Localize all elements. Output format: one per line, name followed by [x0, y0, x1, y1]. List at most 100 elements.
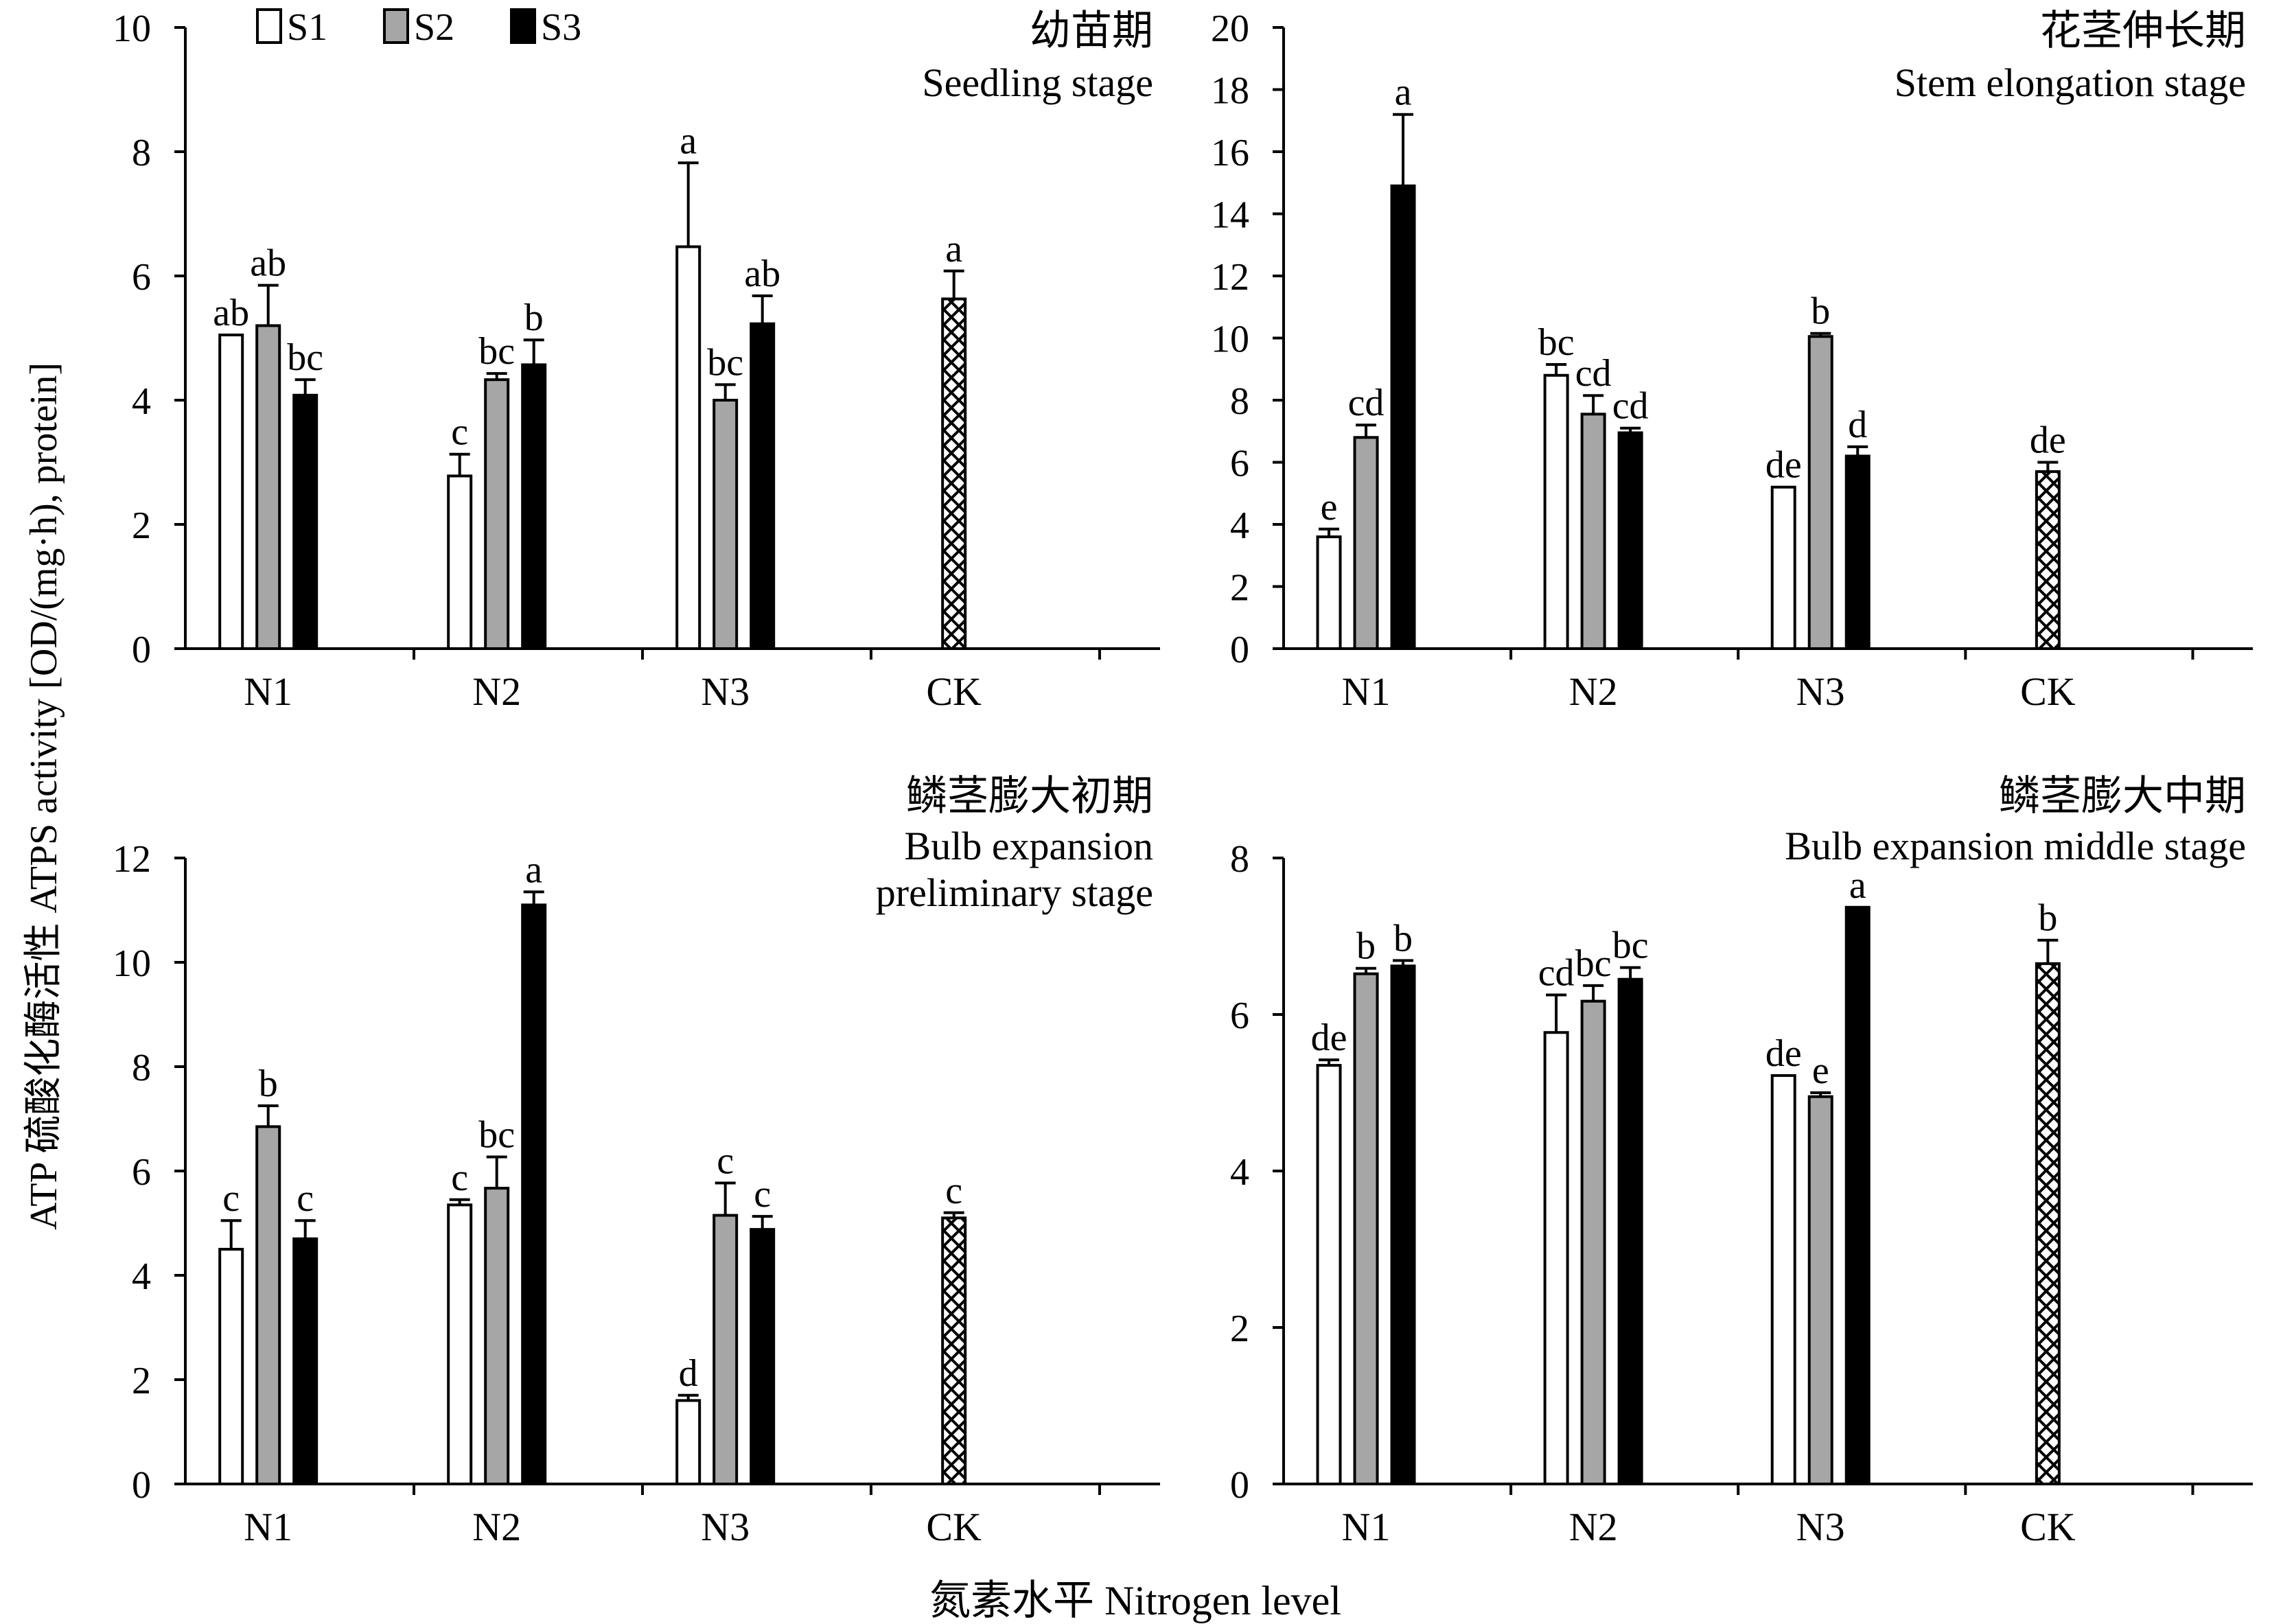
significance-label: de: [2030, 419, 2066, 462]
bar-s1-n3: [675, 1399, 702, 1486]
bar-s2-n1: [1353, 436, 1379, 650]
y-tick-label: 2: [132, 1360, 151, 1402]
bar-s1-n1: [218, 1248, 244, 1485]
y-tick-label: 16: [1211, 132, 1249, 174]
significance-label: a: [680, 119, 697, 162]
significance-label: c: [945, 1170, 962, 1212]
significance-label: bc: [1538, 321, 1575, 364]
x-tick-label: N1: [244, 1505, 292, 1549]
y-tick-label: 2: [1230, 1308, 1249, 1350]
significance-label: b: [1393, 917, 1413, 960]
bar-s2-n2: [1580, 999, 1606, 1485]
legend-swatch-s3: [510, 8, 536, 44]
y-tick-label: 20: [1211, 8, 1249, 50]
x-tick-label: N3: [1796, 1505, 1845, 1549]
panel-2: 0 2 4 6 8 10 12 14 16 18 20 N1 N2 N3 CK 花茎伸长期 Stem elong…: [1211, 8, 2253, 714]
bar-ck-ck: [941, 1216, 967, 1486]
significance-label: c: [717, 1139, 734, 1182]
x-tick-label: N1: [1342, 669, 1391, 714]
legend-item-s2: S2: [383, 6, 454, 49]
panel-title-en: preliminary stage: [876, 870, 1153, 915]
y-tick-label: 8: [1230, 838, 1249, 881]
legend-swatch-s2: [383, 8, 409, 44]
significance-label: bc: [287, 336, 323, 379]
panel-title-en: Stem elongation stage: [1895, 60, 2246, 105]
y-tick-label: 0: [1230, 1464, 1249, 1507]
significance-label: de: [1311, 1017, 1347, 1059]
significance-label: b: [524, 297, 544, 339]
bar-s1-n1: [218, 333, 244, 650]
y-tick-label: 0: [1230, 629, 1249, 671]
legend-label-s3: S3: [541, 6, 581, 49]
bar-s1-n3: [1770, 1074, 1796, 1486]
panel-title-en: Bulb expansion: [905, 824, 1153, 868]
x-tick-label: N3: [701, 1505, 750, 1549]
significance-label: a: [1849, 864, 1866, 907]
bar-s2-n1: [255, 1125, 281, 1485]
y-tick-label: 2: [1230, 567, 1249, 610]
significance-label: a: [945, 228, 962, 270]
bar-s1-n2: [447, 474, 473, 650]
y-tick-label: 4: [1230, 504, 1249, 547]
significance-label: cd: [1538, 952, 1575, 995]
bar-s3-n2: [521, 363, 547, 650]
significance-label: c: [222, 1177, 240, 1220]
bar-s2-n2: [484, 378, 510, 650]
significance-label: bc: [707, 341, 743, 384]
panel-title-en: Bulb expansion middle stage: [1785, 824, 2246, 868]
bar-s2-n3: [1807, 335, 1833, 650]
significance-label: a: [525, 848, 542, 891]
bar-s1-n1: [1316, 535, 1342, 650]
x-tick-label: CK: [2020, 669, 2076, 714]
x-tick-label: N2: [1569, 669, 1618, 714]
significance-label: de: [1765, 444, 1802, 487]
y-tick-label: 6: [1230, 995, 1249, 1037]
bar-s2-n2: [484, 1187, 510, 1485]
x-tick-label: N2: [1569, 1505, 1618, 1549]
significance-label: ab: [744, 253, 780, 295]
legend-item-s3: S3: [510, 6, 581, 49]
significance-label: bc: [478, 1113, 515, 1156]
significance-label: bc: [1612, 925, 1649, 967]
bar-s3-n3: [1844, 905, 1871, 1485]
y-tick-label: 0: [132, 1464, 151, 1507]
y-tick-label: 12: [113, 838, 151, 881]
significance-label: bc: [478, 330, 515, 373]
y-tick-label: 10: [1211, 318, 1249, 361]
bar-s1-n1: [1316, 1064, 1342, 1485]
y-tick-label: 2: [132, 504, 151, 547]
significance-label: c: [297, 1177, 314, 1220]
y-tick-label: 8: [132, 1047, 151, 1089]
x-tick-label: CK: [2020, 1505, 2076, 1549]
bar-s1-n2: [447, 1203, 473, 1486]
bar-ck-ck: [2035, 962, 2061, 1485]
significance-label: a: [1395, 71, 1412, 114]
bar-ck-ck: [2035, 470, 2061, 650]
bar-s1-n2: [1543, 1031, 1569, 1485]
bar-s1-n3: [1770, 485, 1796, 651]
legend-item-s1: S1: [256, 6, 327, 49]
legend: S1 S2 S3: [256, 6, 581, 49]
bar-s3-n2: [521, 903, 547, 1485]
significance-label: e: [1321, 486, 1338, 529]
y-tick-label: 6: [1230, 443, 1249, 485]
legend-label-s2: S2: [414, 6, 454, 49]
y-tick-label: 4: [1230, 1151, 1249, 1194]
x-tick-label: N3: [1796, 669, 1845, 714]
bar-s2-n3: [713, 1214, 739, 1485]
significance-label: cd: [1348, 382, 1385, 424]
significance-label: c: [754, 1173, 771, 1216]
y-tick-label: 10: [113, 942, 151, 985]
bar-s3-n1: [292, 393, 319, 650]
y-tick-label: 12: [1211, 256, 1249, 299]
significance-label: de: [1765, 1032, 1802, 1075]
y-tick-label: 6: [132, 1151, 151, 1194]
panel-title-cn: 鳞茎膨大初期: [906, 774, 1153, 819]
y-tick-label: 0: [132, 629, 151, 671]
bar-s2-n2: [1580, 413, 1606, 650]
x-axis-label: 氮素水平 Nitrogen level: [929, 1578, 1341, 1623]
x-tick-label: N1: [1342, 1505, 1391, 1549]
